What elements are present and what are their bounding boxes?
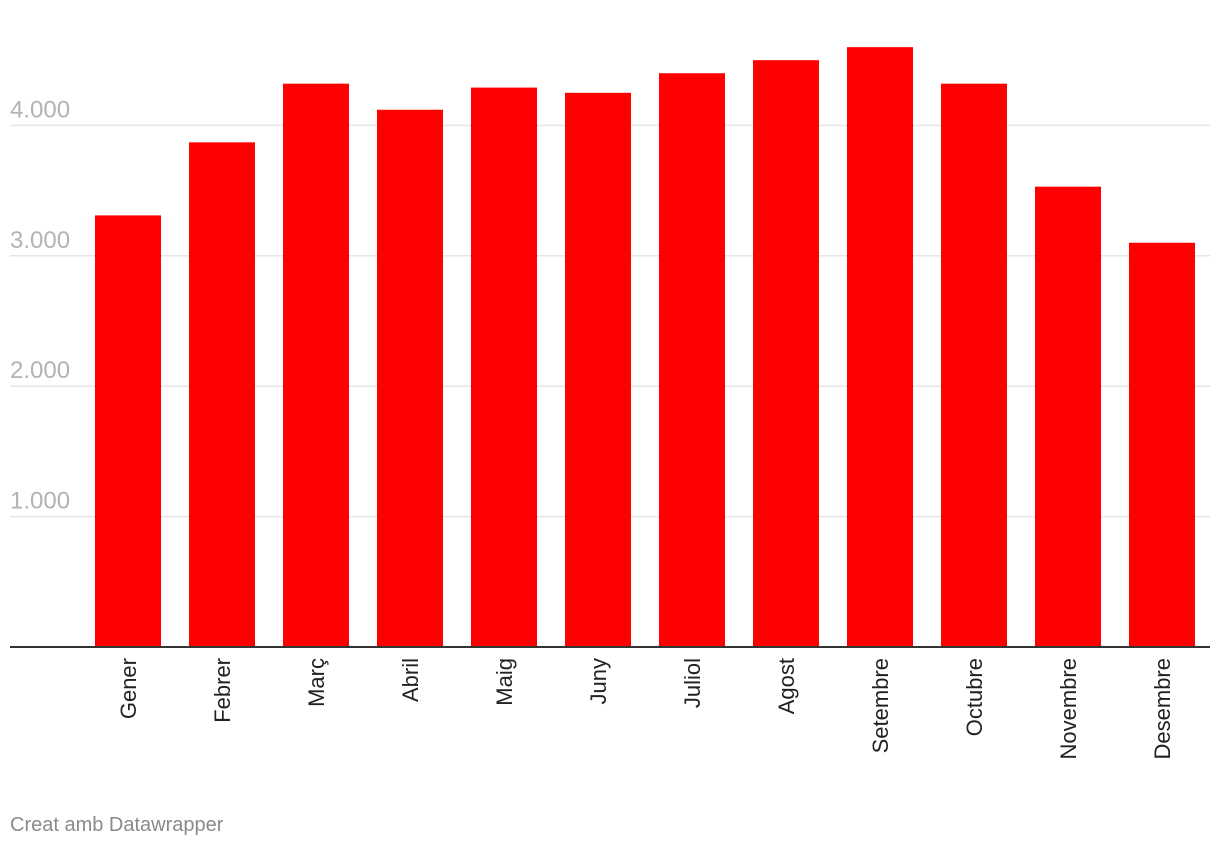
x-category-label: Juliol (680, 658, 705, 708)
bar-chart: 1.000 2.000 3.000 4.000 Gener Febrer Març Abri… (10, 47, 1210, 759)
x-category-label: Octubre (962, 658, 987, 736)
bar (659, 73, 725, 648)
y-axis-tick-labels: 1.000 2.000 3.000 4.000 (10, 96, 70, 514)
bar (377, 109, 443, 647)
bar (189, 142, 255, 648)
bar (753, 60, 819, 647)
x-category-label: Juny (586, 658, 611, 704)
x-category-label: Febrer (210, 658, 235, 723)
x-category-label: Novembre (1056, 658, 1081, 759)
bar (283, 83, 349, 647)
x-category-label: Abril (398, 658, 423, 702)
x-category-label: Setembre (868, 658, 893, 753)
footer-credit: Creat amb Datawrapper (10, 814, 224, 836)
x-category-label: Gener (116, 658, 141, 719)
x-category-label: Desembre (1150, 658, 1175, 759)
bar (565, 92, 631, 648)
bar (941, 83, 1007, 647)
bar (1129, 242, 1195, 647)
bar (847, 47, 913, 648)
bar (1035, 186, 1101, 648)
x-axis-category-labels: Gener Febrer Març Abril Maig Juny Juliol Agost S… (116, 658, 1175, 759)
bars (95, 47, 1195, 648)
x-category-label: Agost (774, 658, 799, 714)
y-tick-label: 3.000 (10, 227, 70, 254)
y-tick-label: 1.000 (10, 488, 70, 515)
y-tick-label: 4.000 (10, 96, 70, 123)
x-category-label: Març (304, 658, 329, 707)
y-tick-label: 2.000 (10, 357, 70, 384)
x-category-label: Maig (492, 658, 517, 706)
bar (95, 215, 161, 647)
bar (471, 87, 537, 648)
